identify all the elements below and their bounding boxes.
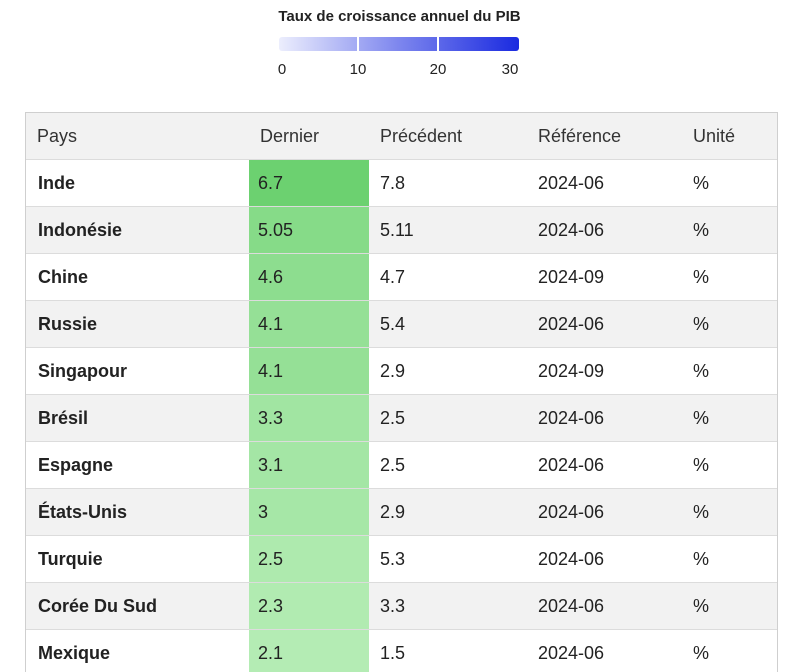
- cell-previous: 1.5: [369, 630, 527, 672]
- legend-tick-label: 30: [502, 61, 519, 78]
- legend-tick-label: 10: [350, 61, 367, 78]
- cell-last: 4.1: [249, 348, 369, 395]
- table-header-row: Pays Dernier Précédent Référence Unité: [26, 113, 778, 160]
- legend-tick-label: 20: [430, 61, 447, 78]
- header-previous[interactable]: Précédent: [369, 113, 527, 160]
- cell-country: Inde: [26, 160, 249, 207]
- cell-previous: 5.4: [369, 301, 527, 348]
- cell-country: Indonésie: [26, 207, 249, 254]
- cell-previous: 3.3: [369, 583, 527, 630]
- cell-country: Russie: [26, 301, 249, 348]
- gdp-growth-table: Pays Dernier Précédent Référence Unité I…: [25, 112, 778, 672]
- cell-unit: %: [682, 160, 778, 207]
- cell-last: 6.7: [249, 160, 369, 207]
- cell-country: Brésil: [26, 395, 249, 442]
- cell-previous: 2.9: [369, 489, 527, 536]
- cell-unit: %: [682, 207, 778, 254]
- cell-last: 4.1: [249, 301, 369, 348]
- cell-last: 3.3: [249, 395, 369, 442]
- cell-country: États-Unis: [26, 489, 249, 536]
- legend-color-bar: [279, 37, 519, 51]
- cell-reference: 2024-06: [527, 160, 682, 207]
- cell-unit: %: [682, 254, 778, 301]
- cell-country: Espagne: [26, 442, 249, 489]
- cell-last: 5.05: [249, 207, 369, 254]
- cell-unit: %: [682, 583, 778, 630]
- cell-country: Mexique: [26, 630, 249, 672]
- cell-reference: 2024-06: [527, 583, 682, 630]
- header-reference[interactable]: Référence: [527, 113, 682, 160]
- cell-previous: 7.8: [369, 160, 527, 207]
- cell-unit: %: [682, 395, 778, 442]
- cell-country: Corée Du Sud: [26, 583, 249, 630]
- color-legend: Taux de croissance annuel du PIB 0 10 20…: [0, 0, 799, 100]
- header-unit[interactable]: Unité: [682, 113, 778, 160]
- legend-tick-label: 0: [278, 61, 286, 78]
- cell-last: 4.6: [249, 254, 369, 301]
- cell-country: Singapour: [26, 348, 249, 395]
- cell-reference: 2024-06: [527, 207, 682, 254]
- cell-reference: 2024-06: [527, 536, 682, 583]
- cell-country: Turquie: [26, 536, 249, 583]
- cell-unit: %: [682, 536, 778, 583]
- cell-previous: 5.11: [369, 207, 527, 254]
- cell-last: 2.1: [249, 630, 369, 672]
- cell-reference: 2024-06: [527, 301, 682, 348]
- legend-title: Taux de croissance annuel du PIB: [0, 8, 799, 25]
- cell-unit: %: [682, 489, 778, 536]
- cell-last: 2.5: [249, 536, 369, 583]
- cell-reference: 2024-06: [527, 442, 682, 489]
- cell-reference: 2024-09: [527, 348, 682, 395]
- cell-last: 3.1: [249, 442, 369, 489]
- cell-reference: 2024-09: [527, 254, 682, 301]
- cell-reference: 2024-06: [527, 630, 682, 672]
- cell-unit: %: [682, 348, 778, 395]
- legend-separator: [357, 37, 359, 51]
- cell-reference: 2024-06: [527, 395, 682, 442]
- cell-country: Chine: [26, 254, 249, 301]
- cell-last: 3: [249, 489, 369, 536]
- cell-previous: 5.3: [369, 536, 527, 583]
- cell-unit: %: [682, 442, 778, 489]
- legend-separator: [437, 37, 439, 51]
- cell-unit: %: [682, 630, 778, 672]
- cell-previous: 2.5: [369, 442, 527, 489]
- cell-unit: %: [682, 301, 778, 348]
- cell-previous: 2.9: [369, 348, 527, 395]
- cell-previous: 4.7: [369, 254, 527, 301]
- header-last[interactable]: Dernier: [249, 113, 369, 160]
- cell-previous: 2.5: [369, 395, 527, 442]
- cell-reference: 2024-06: [527, 489, 682, 536]
- header-country[interactable]: Pays: [26, 113, 249, 160]
- cell-last: 2.3: [249, 583, 369, 630]
